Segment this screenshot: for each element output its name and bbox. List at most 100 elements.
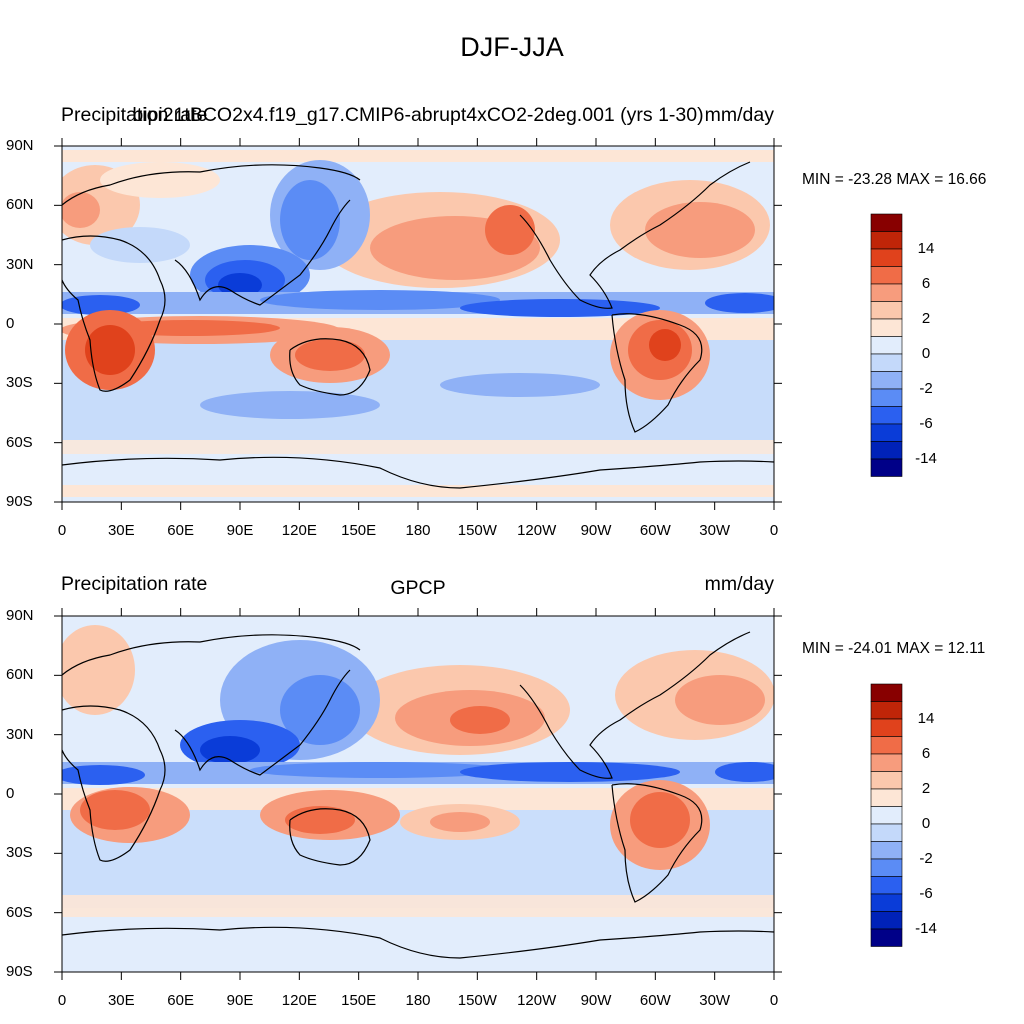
- panel1-colorbar-box: [870, 283, 903, 302]
- panel2-colorbar-box: [870, 718, 903, 737]
- panel2-colorbar-box: [870, 876, 903, 895]
- panel2-lat-tick-label: 60N: [6, 666, 34, 684]
- panel1-lon-tick-label: 30E: [107, 522, 135, 539]
- panel2-colorbar-box: [870, 841, 903, 860]
- panel1-lat-tick-label: 60S: [6, 433, 33, 451]
- panel1-lon-tick-label: 90E: [226, 522, 254, 539]
- panel1-lon-tick-label: 30W: [699, 522, 731, 539]
- panel2-map: [62, 616, 774, 972]
- panel1-lat-tick-label: 30N: [6, 255, 34, 273]
- panel2-lon-tick-label: 90E: [226, 992, 254, 1009]
- panel1-lat-tick-label: 30S: [6, 374, 33, 392]
- panel2-colorbar-box: [870, 788, 903, 807]
- panel2-colorbar-label: 14: [917, 710, 935, 727]
- panel2-colorbar-label: 0: [921, 815, 931, 832]
- panel2-lon-tick-label: 120E: [281, 992, 317, 1009]
- panel2-lat-tick-label: 30N: [6, 725, 34, 743]
- panel1-right-string: mm/day: [704, 104, 774, 126]
- panel1-lat-tick-label: 90N: [6, 137, 34, 154]
- panel1-lon-tick-label: 90W: [580, 522, 612, 539]
- panel2-lon-tick-label: 90W: [580, 992, 612, 1009]
- panel2-colorbar-box: [870, 893, 903, 912]
- panel1-lat-tick-label: 60N: [6, 196, 34, 214]
- panel2-lon-tick-label: 30E: [107, 992, 135, 1009]
- panel1-center-string: bipi21tBCO2x4.f19_g17.CMIP6-abrupt4xCO2-…: [132, 104, 704, 126]
- panel2-lat-tick-label: 90S: [6, 963, 33, 980]
- panel1-colorbar-box: [870, 406, 903, 425]
- panel2-lon-tick-label: 60E: [167, 992, 194, 1009]
- panel2-lon-tick-label: 150W: [457, 992, 497, 1009]
- panel1-lat-tick-label: 0: [6, 315, 15, 332]
- panel2-lon-tick-label: 0: [769, 992, 779, 1009]
- panel1-colorbar-box: [870, 266, 903, 285]
- panel1-colorbar-box: [870, 353, 903, 372]
- panel2-lat-tick-label: 60S: [6, 903, 33, 921]
- panel1-colorbar-label: 0: [921, 345, 931, 362]
- panel2-center-string: GPCP: [390, 577, 446, 599]
- panel2-left-string: Precipitation rate: [61, 573, 208, 595]
- panel2-colorbar-label: -14: [915, 920, 937, 937]
- panel2-lon-tick-label: 30W: [699, 992, 731, 1009]
- panel1-map: [62, 146, 774, 502]
- panel1-colorbar-box: [870, 301, 903, 320]
- panel2-lon-tick-label: 120W: [517, 992, 557, 1009]
- panel1-lon-tick-label: 60E: [167, 522, 194, 539]
- panel2-colorbar-label: -2: [919, 850, 933, 867]
- panel1-lon-tick-label: 60W: [639, 522, 671, 539]
- panel1-lon-tick-label: 120W: [517, 522, 557, 539]
- panel1-left-string: Precipitation rate: [61, 104, 208, 126]
- panel1-colorbar-box: [870, 423, 903, 442]
- panel1-lon-tick-label: 120E: [281, 522, 317, 539]
- panel1-colorbar-box: [870, 388, 903, 407]
- panel1-colorbar-box: [870, 371, 903, 390]
- panel2-colorbar-box: [870, 683, 903, 702]
- panel2-colorbar-box: [870, 753, 903, 772]
- panel1-colorbar-label: 2: [921, 310, 931, 327]
- panel1-colorbar-box: [870, 458, 903, 477]
- panel1-colorbar-label: -2: [919, 380, 933, 397]
- panel1-ticks: [54, 138, 782, 510]
- panel1-colorbar-label: -14: [915, 450, 937, 467]
- panel2-colorbar-box: [870, 858, 903, 877]
- panel2-colorbar-box: [870, 911, 903, 930]
- panel2-minmax: MIN = -24.01 MAX = 12.11: [802, 640, 986, 657]
- panel2-colorbar-box: [870, 928, 903, 947]
- panel1-lat-tick-label: 90S: [6, 493, 33, 510]
- panel2-lat-tick-label: 0: [6, 785, 15, 802]
- panel2-lon-tick-label: 150E: [341, 992, 377, 1009]
- panel2-colorbar-box: [870, 823, 903, 842]
- panel2-colorbar-box: [870, 771, 903, 790]
- panel2-colorbar-label: -6: [919, 885, 933, 902]
- panel1-lon-tick-label: 180: [405, 522, 431, 539]
- panel2-ticks: [54, 608, 782, 980]
- panel1-colorbar-box: [870, 318, 903, 337]
- panel2-lat-tick-label: 90N: [6, 607, 34, 624]
- panel2-colorbar: [870, 683, 903, 947]
- panel1-colorbar-label: -6: [919, 415, 933, 432]
- panel2-colorbar-box: [870, 701, 903, 720]
- panel2-right-string: mm/day: [704, 573, 774, 595]
- panel1-lon-tick-label: 0: [57, 522, 67, 539]
- panel1-colorbar: [870, 213, 903, 477]
- panel2-lon-tick-label: 0: [57, 992, 67, 1009]
- panel2-colorbar-box: [870, 736, 903, 755]
- panel1-lon-tick-label: 150W: [457, 522, 497, 539]
- panel1-colorbar-box: [870, 441, 903, 460]
- panel1-lon-tick-label: 0: [769, 522, 779, 539]
- panel2-colorbar-label: 6: [921, 745, 931, 762]
- panel2-lon-tick-label: 180: [405, 992, 431, 1009]
- panel1-lon-tick-label: 150E: [341, 522, 377, 539]
- panel2-lat-tick-label: 30S: [6, 844, 33, 862]
- panel1-colorbar-box: [870, 248, 903, 267]
- panel1-colorbar-box: [870, 213, 903, 232]
- panel1-colorbar-box: [870, 231, 903, 250]
- panel2-colorbar-label: 2: [921, 780, 931, 797]
- panel2-colorbar-box: [870, 806, 903, 825]
- panel1-minmax: MIN = -23.28 MAX = 16.66: [802, 171, 987, 188]
- panel1-colorbar-label: 14: [917, 240, 935, 257]
- panel1-colorbar-box: [870, 336, 903, 355]
- main-title: DJF-JJA: [460, 32, 564, 62]
- panel2-lon-tick-label: 60W: [639, 992, 671, 1009]
- panel1-colorbar-label: 6: [921, 275, 931, 292]
